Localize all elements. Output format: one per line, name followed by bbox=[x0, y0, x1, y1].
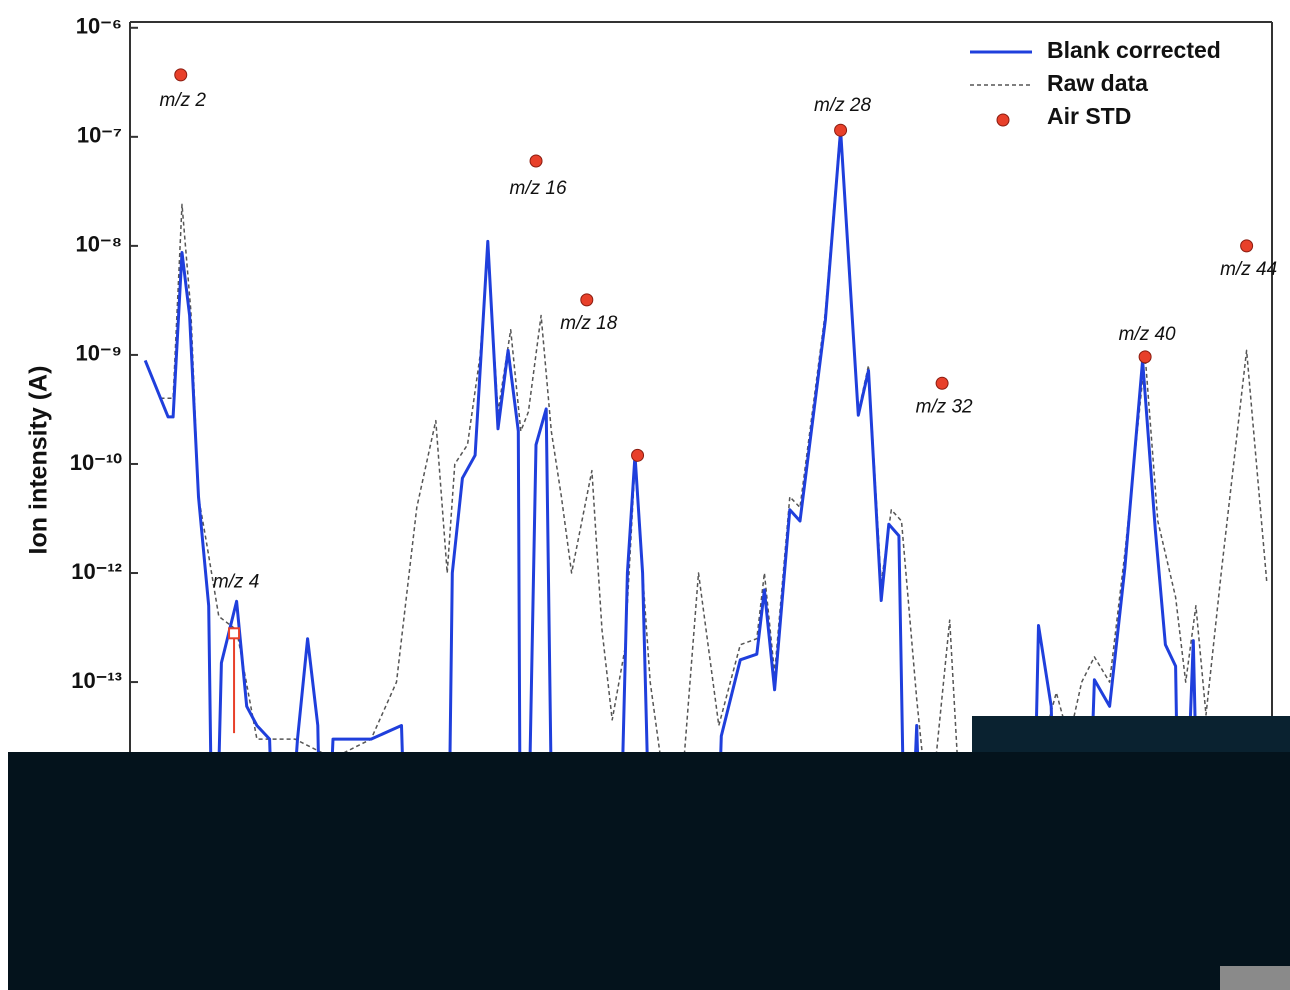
legend-label: Air STD bbox=[1047, 103, 1131, 129]
annotation: m/z 28 bbox=[814, 95, 871, 116]
point bbox=[580, 293, 594, 307]
image-artifact bbox=[1220, 966, 1290, 990]
image-artifact bbox=[972, 716, 1290, 752]
y-tick-label: 10⁻⁸ bbox=[76, 232, 122, 257]
y-axis-title: Ion intensity (A) bbox=[25, 366, 53, 555]
point bbox=[174, 68, 188, 82]
annotation: m/z 44 bbox=[1220, 259, 1277, 280]
series-line bbox=[160, 123, 1268, 869]
legend-marker bbox=[996, 113, 1010, 127]
point bbox=[631, 448, 645, 462]
point bbox=[1138, 350, 1152, 364]
point bbox=[834, 123, 848, 137]
annotation: m/z 40 bbox=[1119, 324, 1176, 345]
point bbox=[228, 627, 241, 640]
point bbox=[529, 154, 543, 168]
legend-label: Blank corrected bbox=[1047, 37, 1221, 63]
annotation: m/z 2 bbox=[160, 90, 207, 111]
y-tick-label: 10⁻¹³ bbox=[71, 668, 122, 693]
annotation: m/z 4 bbox=[213, 571, 259, 592]
image-artifact bbox=[8, 752, 1290, 990]
annotation: m/z 16 bbox=[510, 178, 567, 199]
y-tick-label: 10⁻⁷ bbox=[77, 123, 122, 148]
annotation: m/z 18 bbox=[560, 313, 617, 334]
y-tick-label: 10⁻⁶ bbox=[76, 14, 122, 39]
legend-label: Raw data bbox=[1047, 70, 1148, 96]
y-tick-label: 10⁻¹⁰ bbox=[70, 450, 122, 475]
point bbox=[1240, 239, 1254, 253]
overlay: m/z 2 m/z 4 m/z 16 m/z 18 m/z 28 m/z 32 m/z 40… bbox=[8, 37, 1290, 990]
y-tick-label: 10⁻⁹ bbox=[75, 341, 122, 366]
point bbox=[935, 376, 949, 390]
annotation: m/z 32 bbox=[916, 396, 973, 417]
y-tick-label: 10⁻¹² bbox=[71, 559, 122, 584]
